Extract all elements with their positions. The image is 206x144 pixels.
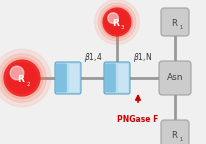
Circle shape xyxy=(8,65,35,91)
Circle shape xyxy=(107,13,118,23)
FancyBboxPatch shape xyxy=(160,120,188,144)
Circle shape xyxy=(108,13,125,31)
Circle shape xyxy=(18,73,26,83)
Text: PNGase F: PNGase F xyxy=(117,115,158,124)
FancyBboxPatch shape xyxy=(103,62,129,94)
Circle shape xyxy=(98,3,135,41)
Circle shape xyxy=(20,76,24,80)
Circle shape xyxy=(94,0,139,44)
Circle shape xyxy=(10,66,24,80)
Circle shape xyxy=(103,8,130,36)
Circle shape xyxy=(15,71,29,85)
Circle shape xyxy=(104,10,129,34)
Text: R: R xyxy=(112,18,119,28)
Text: R: R xyxy=(18,74,24,84)
Circle shape xyxy=(111,17,122,27)
Text: $\beta$1,4: $\beta$1,4 xyxy=(83,51,102,64)
Text: 3: 3 xyxy=(121,25,124,30)
Text: R: R xyxy=(170,130,176,140)
Circle shape xyxy=(0,54,46,102)
Circle shape xyxy=(100,6,132,38)
Circle shape xyxy=(0,49,50,107)
Circle shape xyxy=(109,15,123,29)
FancyBboxPatch shape xyxy=(158,61,190,95)
Circle shape xyxy=(6,62,37,94)
Circle shape xyxy=(11,67,33,89)
Circle shape xyxy=(106,12,127,33)
FancyBboxPatch shape xyxy=(118,64,127,92)
Text: 1: 1 xyxy=(179,137,182,142)
FancyBboxPatch shape xyxy=(55,64,67,92)
Circle shape xyxy=(13,69,31,87)
Circle shape xyxy=(1,57,42,99)
Text: R: R xyxy=(170,18,176,28)
FancyBboxPatch shape xyxy=(69,64,79,92)
FancyBboxPatch shape xyxy=(104,64,115,92)
Text: Asn: Asn xyxy=(166,73,182,83)
Circle shape xyxy=(115,20,118,24)
Text: 2: 2 xyxy=(27,82,30,87)
FancyBboxPatch shape xyxy=(160,8,188,36)
Text: 1: 1 xyxy=(179,25,182,30)
FancyBboxPatch shape xyxy=(55,62,81,94)
Text: $\beta$1,N: $\beta$1,N xyxy=(133,51,152,64)
Circle shape xyxy=(4,60,40,96)
Circle shape xyxy=(113,18,120,25)
